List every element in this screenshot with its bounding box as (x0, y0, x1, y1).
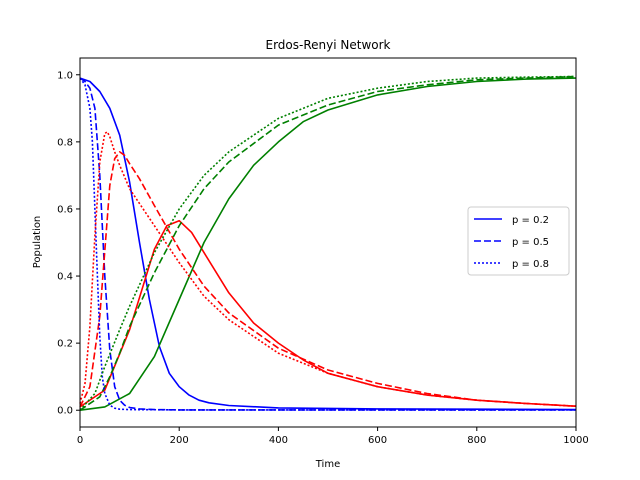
x-axis-label: Time (315, 459, 340, 470)
y-tick-label: 0.2 (57, 339, 73, 350)
series-line-7 (79, 77, 576, 411)
legend: p = 0.2 p = 0.5 p = 0.8 (467, 206, 570, 276)
series-line-6 (79, 75, 577, 411)
series-line-3 (79, 77, 577, 411)
y-tick-label: 0.0 (57, 406, 73, 417)
y-tick-label: 0.8 (57, 137, 73, 148)
y-axis: 0.0 0.2 0.4 0.6 0.8 1.0 (57, 70, 80, 417)
chart-title: Erdos-Renyi Network (266, 38, 391, 52)
legend-label: p = 0.2 (512, 215, 549, 226)
x-tick-label: 600 (368, 435, 387, 446)
y-tick-label: 1.0 (57, 70, 73, 81)
series-line-8 (79, 131, 577, 407)
x-tick-label: 0 (77, 435, 83, 446)
series-line-5 (79, 151, 577, 408)
x-tick-label: 200 (170, 435, 189, 446)
legend-label: p = 0.8 (512, 259, 549, 270)
x-axis: 0 200 400 600 800 1000 (77, 427, 589, 446)
x-tick-label: 1000 (563, 435, 588, 446)
x-tick-label: 400 (269, 435, 288, 446)
series-line-9 (79, 75, 577, 411)
plot-area (79, 75, 577, 411)
series-line-1 (79, 77, 577, 411)
y-tick-label: 0.4 (57, 272, 73, 283)
y-tick-label: 0.6 (57, 204, 73, 215)
legend-box (467, 206, 570, 276)
x-tick-label: 800 (467, 435, 486, 446)
y-axis-label: Population (32, 216, 43, 269)
plot-frame (79, 57, 577, 428)
legend-label: p = 0.5 (512, 237, 549, 248)
